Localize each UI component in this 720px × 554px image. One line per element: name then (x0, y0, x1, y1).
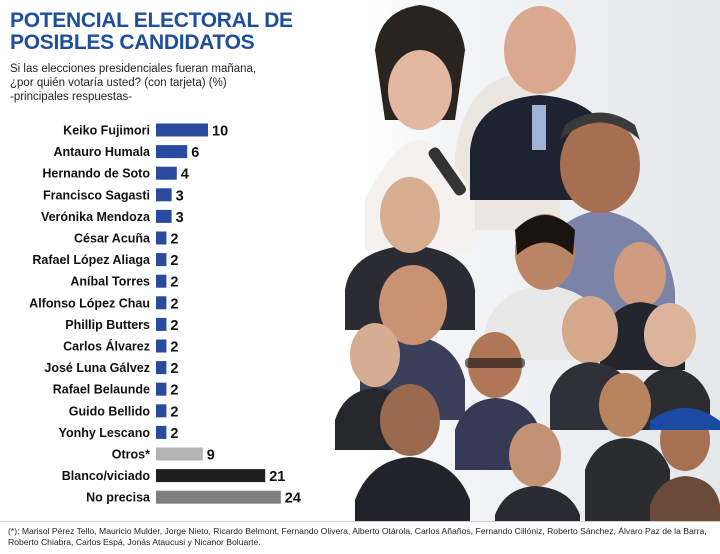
category-label: Yonhy Lescano (59, 426, 151, 440)
category-label: Blanco/viciado (62, 469, 151, 483)
value-label: 2 (170, 383, 178, 399)
category-label: Rafael Belaunde (53, 383, 150, 397)
title-line-1: POTENCIAL ELECTORAL DE (10, 9, 293, 32)
bar (156, 382, 167, 396)
bar (156, 209, 172, 223)
value-label: 2 (170, 426, 178, 442)
category-label: No precisa (86, 491, 151, 505)
bar-row: César Acuña 2 (74, 231, 178, 248)
bar (156, 447, 203, 461)
bar (156, 253, 167, 267)
bar (156, 404, 167, 418)
bar-row: Otros* 9 (112, 447, 215, 464)
collage-illustration (335, 0, 720, 521)
bar (156, 231, 167, 245)
bar (156, 469, 266, 483)
bar-row: Guido Bellido 2 (69, 404, 178, 420)
footnote: (*): Marisol Pérez Tello, Mauricio Mulde… (0, 521, 720, 554)
bar (156, 166, 177, 180)
bar-row: Rafael Belaunde 2 (53, 382, 178, 399)
value-label: 10 (212, 124, 228, 140)
bar (156, 145, 188, 159)
candidates-photo-collage (335, 0, 720, 521)
category-label: Alfonso López Chau (29, 296, 150, 310)
portrait-13 (355, 384, 470, 521)
value-label: 3 (176, 188, 184, 204)
value-label: 2 (170, 318, 178, 334)
bar (156, 490, 281, 504)
bar (156, 317, 167, 331)
portrait-15 (650, 408, 720, 521)
bar-row: Phillip Butters 2 (65, 317, 178, 334)
category-label: Antauro Humala (53, 145, 151, 159)
bar-row: Keiko Fujimori 10 (63, 123, 228, 140)
value-label: 6 (191, 145, 199, 161)
title-line-2: POSIBLES CANDIDATOS (10, 31, 255, 54)
portrait-14 (495, 423, 580, 521)
value-label: 9 (207, 448, 215, 464)
category-label: Francisco Sagasti (43, 188, 150, 202)
value-label: 24 (285, 491, 301, 507)
portrait-5 (485, 214, 605, 360)
category-label: Rafael López Aliaga (32, 253, 151, 267)
bar (156, 188, 172, 202)
value-label: 2 (170, 253, 178, 269)
value-label: 2 (170, 275, 178, 291)
value-label: 2 (170, 296, 178, 312)
bar (156, 361, 167, 375)
chart-subtitle: Si las elecciones presidenciales fueran … (10, 62, 310, 104)
bar (156, 296, 167, 310)
value-label: 2 (170, 404, 178, 420)
bar (156, 274, 167, 288)
value-label: 2 (170, 340, 178, 356)
category-label: Otros* (112, 448, 150, 462)
subtitle-line-1: Si las elecciones presidenciales fueran … (10, 63, 257, 75)
bar-row: Antauro Humala 6 (53, 145, 199, 161)
portrait-12 (585, 373, 670, 521)
bar-row: Alfonso López Chau 2 (29, 296, 178, 312)
bar (156, 425, 167, 439)
category-label: Guido Bellido (69, 404, 151, 418)
bar-row: José Luna Gálvez 2 (44, 361, 178, 377)
bar-row: Yonhy Lescano 2 (59, 425, 178, 442)
category-label: Aníbal Torres (70, 275, 150, 289)
bar-row: Carlos Álvarez 2 (63, 339, 178, 356)
category-label: Carlos Álvarez (63, 339, 150, 354)
bar-row: No precisa 24 (86, 490, 301, 507)
bar (156, 339, 167, 353)
category-label: José Luna Gálvez (44, 361, 150, 375)
category-label: Hernando de Soto (42, 167, 150, 181)
bar (156, 123, 208, 137)
value-label: 21 (269, 469, 285, 485)
subtitle-line-3: -principales respuestas- (10, 91, 133, 103)
category-label: Keiko Fujimori (63, 124, 150, 138)
value-label: 2 (170, 232, 178, 248)
subtitle-line-2: ¿por quién votaría usted? (con tarjeta) … (10, 77, 227, 89)
bar-row: Francisco Sagasti 3 (43, 188, 184, 204)
value-label: 4 (181, 167, 189, 183)
value-label: 3 (176, 210, 184, 226)
bar-row: Blanco/viciado 21 (62, 469, 285, 485)
category-label: Verónika Mendoza (41, 210, 151, 224)
chart-title: POTENCIAL ELECTORAL DE POSIBLES CANDIDAT… (10, 10, 310, 54)
value-label: 2 (170, 361, 178, 377)
category-label: César Acuña (74, 232, 151, 246)
bar-row: Aníbal Torres 2 (70, 274, 178, 291)
bar-row: Verónika Mendoza 3 (41, 209, 184, 226)
category-label: Phillip Butters (65, 318, 150, 332)
bar-row: Hernando de Soto 4 (42, 166, 189, 183)
bar-row: Rafael López Aliaga 2 (32, 253, 178, 269)
